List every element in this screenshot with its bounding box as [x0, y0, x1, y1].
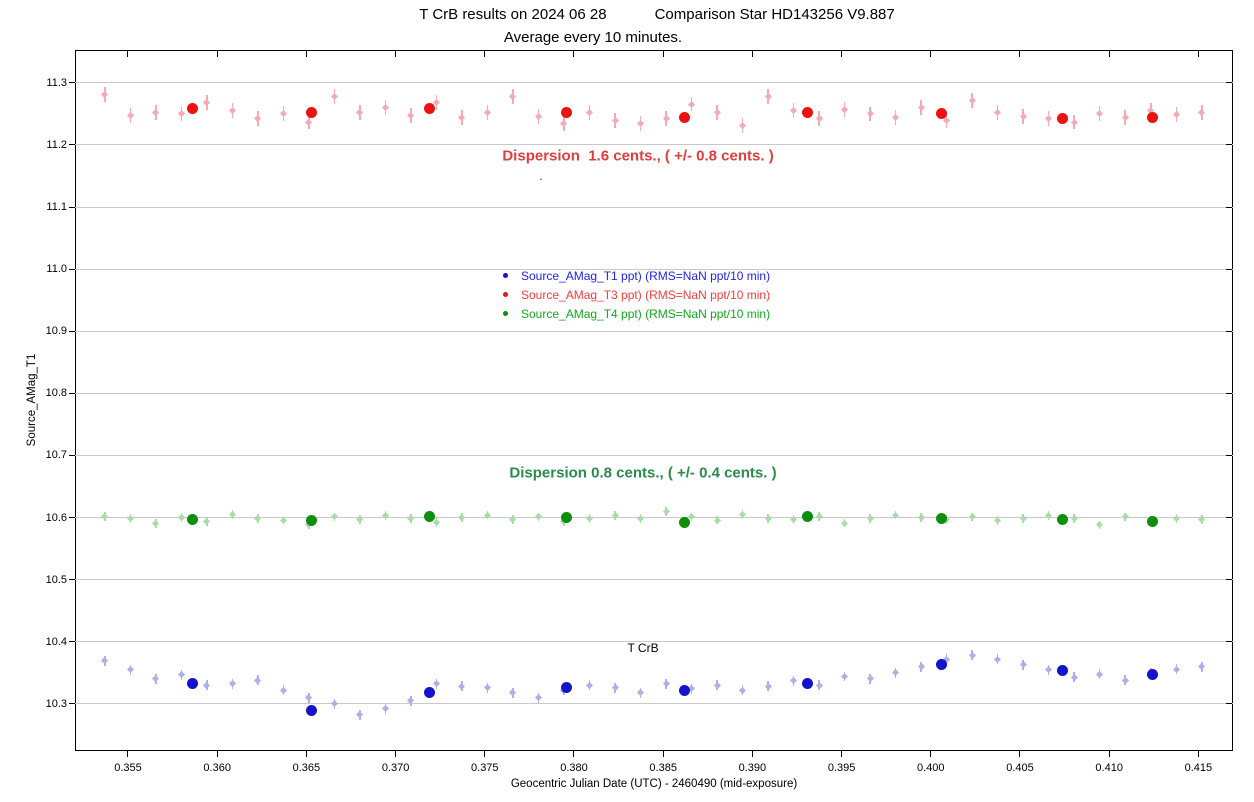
x-tick-label: 0.405: [1006, 762, 1034, 774]
y-axis-label: Source_AMag_T1: [26, 353, 38, 447]
chart-subtitle: Average every 10 minutes.: [503, 29, 683, 46]
x-tick-bottom: [484, 751, 486, 757]
legend-label: Source_AMag_T1 ppt) (RMS=NaN ppt/10 min): [521, 268, 771, 283]
x-tick-bottom: [305, 751, 307, 757]
x-tick-label: 0.395: [827, 762, 856, 774]
x-tick-label: 0.355: [114, 762, 142, 774]
x-tick-bottom: [1019, 751, 1021, 757]
x-tick-bottom: [216, 751, 218, 757]
x-tick-bottom: [751, 751, 753, 757]
x-tick-bottom: [573, 751, 575, 757]
legend-item: Source_AMag_T1 ppt) (RMS=NaN ppt/10 min): [503, 266, 770, 285]
chart-title-left: T CrB results on 2024 06 28: [419, 6, 607, 23]
x-tick-bottom: [127, 751, 129, 757]
x-tick-label: 0.385: [649, 762, 677, 774]
x-tick-bottom: [1108, 751, 1110, 757]
legend-marker-dot: [503, 273, 508, 278]
x-tick-label: 0.390: [738, 762, 767, 774]
x-tick-label: 0.365: [292, 762, 321, 774]
y-tick-label: 10.5: [45, 573, 67, 586]
x-tick-label: 0.380: [560, 762, 588, 774]
x-tick-bottom: [662, 751, 664, 757]
x-tick-bottom: [395, 751, 397, 757]
legend-item: Source_AMag_T4 ppt) (RMS=NaN ppt/10 min): [503, 304, 770, 323]
legend-marker-dot: [503, 292, 508, 297]
x-tick-bottom: [1197, 751, 1199, 757]
legend-label: Source_AMag_T3 ppt) (RMS=NaN ppt/10 min): [521, 287, 771, 302]
x-tick-label: 0.360: [203, 762, 231, 774]
x-tick-label: 0.415: [1184, 762, 1213, 774]
x-tick-label: 0.400: [917, 762, 945, 774]
plot-area: [75, 50, 1233, 751]
y-tick-label: 11.2: [46, 138, 67, 151]
x-tick-label: 0.410: [1095, 762, 1123, 774]
chart-title-right: Comparison Star HD143256 V9.887: [654, 6, 895, 23]
legend-marker-dot: [503, 311, 508, 316]
legend-item: Source_AMag_T3 ppt) (RMS=NaN ppt/10 min): [503, 285, 770, 304]
y-tick-label: 11.1: [46, 201, 67, 214]
y-tick-label: 10.3: [45, 697, 67, 710]
y-tick-label: 11.0: [46, 263, 67, 276]
x-tick-bottom: [930, 751, 932, 757]
y-tick-label: 10.7: [45, 449, 67, 462]
y-tick-label: 10.6: [45, 511, 67, 524]
legend: Source_AMag_T1 ppt) (RMS=NaN ppt/10 min)…: [503, 266, 770, 323]
x-tick-bottom: [841, 751, 843, 757]
x-axis-label: Geocentric Julian Date (UTC) - 2460490 (…: [510, 778, 798, 790]
y-tick-label: 10.4: [45, 635, 67, 648]
legend-label: Source_AMag_T4 ppt) (RMS=NaN ppt/10 min): [521, 306, 771, 321]
chart-title: T CrB results on 2024 06 28 Comparison S…: [419, 6, 894, 23]
y-tick-label: 10.8: [45, 387, 67, 400]
x-tick-label: 0.370: [381, 762, 410, 774]
y-tick-label: 11.3: [46, 76, 67, 89]
y-tick-label: 10.9: [45, 325, 67, 338]
x-tick-label: 0.375: [471, 762, 499, 774]
